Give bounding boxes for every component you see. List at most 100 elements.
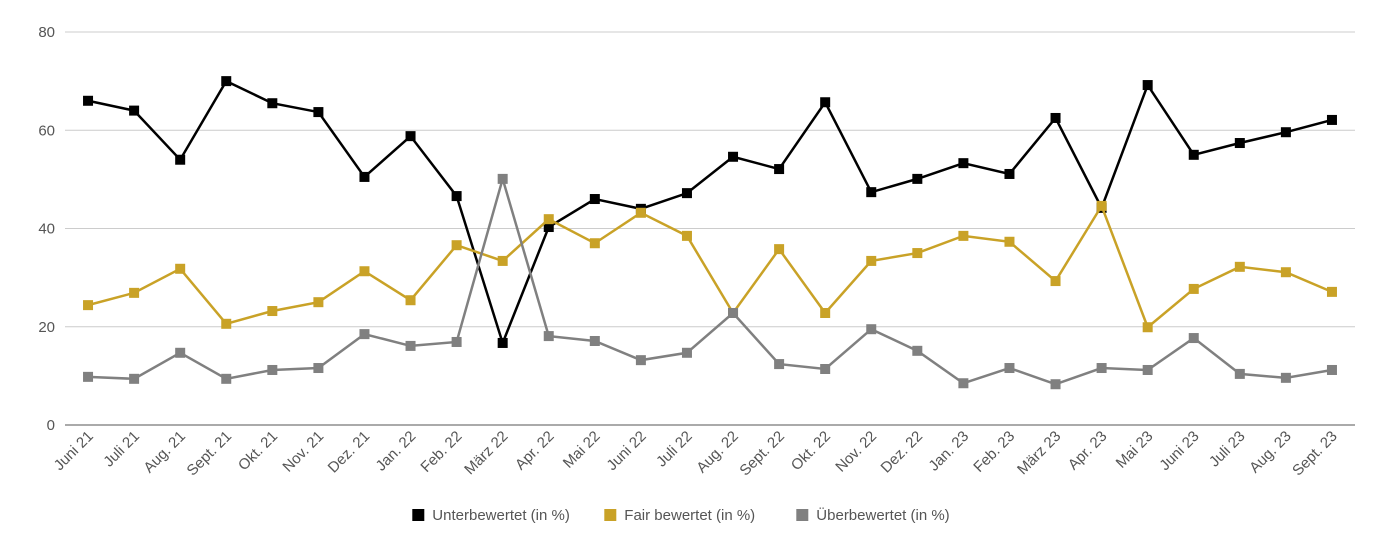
point-marker bbox=[543, 222, 554, 233]
x-tick-label: Juni 22 bbox=[603, 428, 649, 474]
point-marker bbox=[221, 318, 232, 329]
point-marker bbox=[83, 371, 94, 382]
point-marker bbox=[497, 173, 508, 184]
x-tick-label: Nov. 21 bbox=[279, 428, 327, 476]
x-tick-label: Aug. 23 bbox=[1246, 428, 1295, 477]
point-marker bbox=[497, 337, 508, 348]
point-marker bbox=[405, 295, 416, 306]
point-marker bbox=[1050, 379, 1061, 390]
point-marker bbox=[221, 373, 232, 384]
point-marker bbox=[681, 188, 692, 199]
point-marker bbox=[1280, 372, 1291, 383]
point-marker bbox=[1142, 80, 1153, 91]
point-marker bbox=[774, 359, 785, 370]
point-marker bbox=[1050, 276, 1061, 287]
point-marker bbox=[1096, 363, 1107, 374]
point-marker bbox=[820, 97, 831, 108]
point-marker bbox=[589, 335, 600, 346]
point-marker bbox=[866, 255, 877, 266]
point-marker bbox=[313, 297, 324, 308]
point-marker bbox=[359, 171, 370, 182]
point-marker bbox=[728, 151, 739, 162]
point-marker bbox=[405, 340, 416, 351]
point-marker bbox=[451, 336, 462, 347]
point-marker bbox=[267, 98, 278, 109]
point-marker bbox=[267, 364, 278, 375]
point-marker bbox=[912, 173, 923, 184]
y-tick-label: 60 bbox=[38, 122, 55, 139]
point-marker bbox=[359, 329, 370, 340]
point-marker bbox=[866, 324, 877, 335]
point-marker bbox=[497, 255, 508, 266]
point-marker bbox=[728, 307, 739, 318]
point-marker bbox=[175, 347, 186, 358]
point-marker bbox=[1188, 149, 1199, 160]
point-marker bbox=[1234, 368, 1245, 379]
x-tick-label: Aug. 22 bbox=[693, 428, 742, 477]
point-marker bbox=[1188, 283, 1199, 294]
y-tick-label: 40 bbox=[38, 221, 55, 238]
point-marker bbox=[866, 187, 877, 198]
series-line bbox=[87, 79, 1333, 347]
point-marker bbox=[589, 238, 600, 249]
x-tick-label: Dez. 21 bbox=[325, 428, 374, 477]
point-marker bbox=[589, 194, 600, 205]
series-line bbox=[87, 203, 1333, 330]
x-tick-label: Mai 23 bbox=[1113, 428, 1157, 472]
point-marker bbox=[175, 263, 186, 274]
point-marker bbox=[958, 230, 969, 241]
point-marker bbox=[1004, 236, 1015, 247]
point-marker bbox=[221, 76, 232, 87]
point-marker bbox=[175, 154, 186, 165]
x-tick-label: Dez. 22 bbox=[878, 428, 927, 477]
x-tick-label: Juli 22 bbox=[653, 428, 696, 471]
point-marker bbox=[820, 363, 831, 374]
x-tick-label: März 23 bbox=[1014, 428, 1064, 478]
point-marker bbox=[129, 105, 140, 116]
point-marker bbox=[1280, 267, 1291, 278]
point-marker bbox=[1142, 364, 1153, 375]
point-marker bbox=[313, 363, 324, 374]
point-marker bbox=[129, 373, 140, 384]
x-tick-label: Jan. 23 bbox=[925, 428, 972, 475]
point-marker bbox=[543, 331, 554, 342]
x-tick-label: Nov. 22 bbox=[832, 428, 880, 476]
point-marker bbox=[1004, 168, 1015, 179]
x-tick-label: Mai 22 bbox=[560, 428, 604, 472]
point-marker bbox=[1096, 200, 1107, 211]
point-marker bbox=[1234, 138, 1245, 149]
x-tick-label: Juli 23 bbox=[1206, 428, 1249, 471]
series-line bbox=[87, 174, 1333, 386]
x-tick-label: Sept. 22 bbox=[736, 428, 788, 480]
point-marker bbox=[1280, 127, 1291, 138]
legend-label: Fair bewertet (in %) bbox=[624, 507, 755, 524]
legend-label: Überbewertet (in %) bbox=[816, 506, 949, 524]
point-marker bbox=[1050, 112, 1061, 123]
point-marker bbox=[129, 287, 140, 298]
point-marker bbox=[1188, 333, 1199, 344]
x-tick-label: Sept. 21 bbox=[184, 428, 236, 480]
x-tick-label: Feb. 23 bbox=[970, 428, 1018, 476]
point-marker bbox=[1234, 261, 1245, 272]
point-marker bbox=[267, 306, 278, 317]
point-marker bbox=[681, 347, 692, 358]
point-marker bbox=[774, 164, 785, 175]
y-tick-label: 80 bbox=[38, 24, 55, 41]
point-marker bbox=[635, 207, 646, 218]
point-marker bbox=[681, 230, 692, 241]
point-marker bbox=[1142, 322, 1153, 333]
point-marker bbox=[635, 355, 646, 366]
legend-swatch bbox=[604, 509, 617, 521]
x-tick-label: Okt. 22 bbox=[788, 428, 834, 474]
point-marker bbox=[912, 345, 923, 356]
x-tick-label: Okt. 21 bbox=[235, 428, 281, 474]
point-marker bbox=[83, 95, 94, 106]
point-marker bbox=[774, 244, 785, 255]
point-marker bbox=[1326, 364, 1337, 375]
legend-label: Unterbewertet (in %) bbox=[432, 507, 570, 524]
x-tick-label: Feb. 22 bbox=[417, 428, 465, 476]
point-marker bbox=[83, 300, 94, 311]
point-marker bbox=[820, 307, 831, 318]
x-tick-label: Juli 21 bbox=[100, 428, 143, 471]
